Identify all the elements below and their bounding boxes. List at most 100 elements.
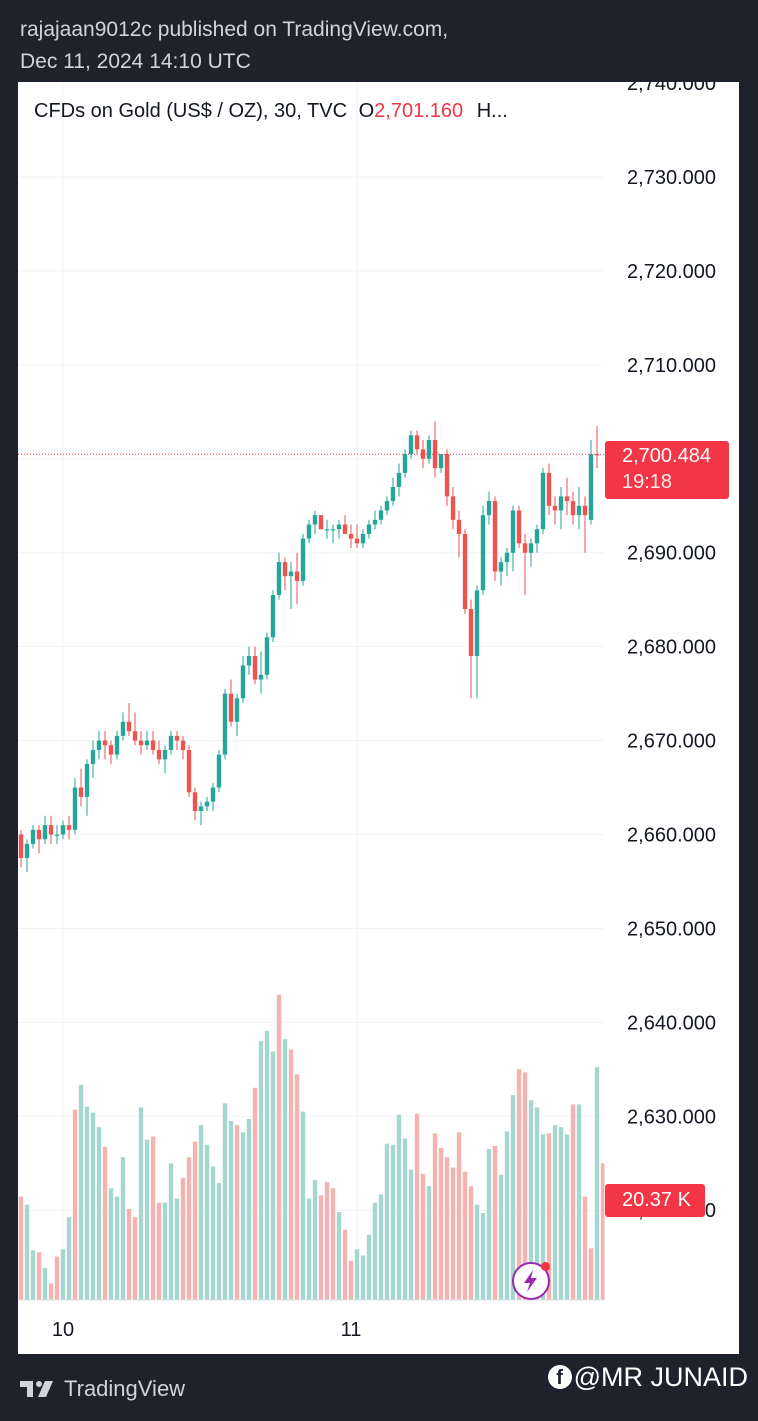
candle-body: [588, 454, 594, 520]
volume-bar: [426, 1186, 432, 1300]
candle-body: [78, 787, 84, 797]
y-tick-label: 2,660.000: [627, 825, 716, 847]
y-tick-label: 2,690.000: [627, 543, 716, 565]
current-price: 2,700.484: [622, 445, 711, 467]
volume-bar: [288, 1049, 294, 1300]
volume-bar: [564, 1134, 570, 1300]
candle-body: [54, 834, 60, 836]
candle-body: [582, 505, 588, 516]
candle-body: [90, 749, 96, 765]
volume-bar: [528, 1100, 534, 1300]
candle-body: [216, 754, 222, 788]
candle-body: [174, 735, 180, 741]
volume-bar: [174, 1198, 180, 1300]
volume-bar: [60, 1249, 66, 1300]
candle-body: [564, 496, 570, 502]
volume-bar: [42, 1267, 48, 1300]
candle-body: [210, 787, 216, 802]
candle-body: [450, 496, 456, 520]
candle-body: [408, 435, 414, 455]
candle-body: [540, 472, 546, 530]
candle-body: [504, 552, 510, 563]
volume-bar: [222, 1103, 228, 1300]
candle-body: [492, 501, 498, 572]
candle-body: [414, 435, 420, 450]
volume-bar: [48, 1283, 54, 1300]
volume-bar: [186, 1157, 192, 1300]
candle-body: [534, 529, 540, 544]
candle-body: [498, 562, 504, 572]
candle-body: [324, 529, 330, 531]
candle-body: [456, 519, 462, 534]
volume-bar: [330, 1188, 336, 1300]
volume-bar: [498, 1174, 504, 1300]
symbol-legend[interactable]: CFDs on Gold (US$ / OZ), 30, TVC O2,701.…: [34, 100, 508, 123]
candle-body: [318, 515, 324, 530]
tradingview-brand[interactable]: TradingView: [20, 1374, 185, 1404]
volume-bar: [294, 1074, 300, 1300]
candle-body: [342, 524, 348, 534]
candle-body: [156, 749, 162, 760]
volume-bar: [264, 1030, 270, 1300]
volume-bar: [54, 1256, 60, 1300]
volume-bar: [84, 1106, 90, 1300]
volume-bar: [66, 1217, 72, 1300]
y-tick-label: 2,730.000: [627, 167, 716, 189]
volume-bar: [576, 1104, 582, 1300]
x-tick-label: 10: [52, 1319, 74, 1341]
candle-body: [258, 674, 264, 680]
volume-bar: [144, 1139, 150, 1300]
volume-bar: [198, 1125, 204, 1300]
volume-bar: [336, 1212, 342, 1300]
candle-body: [72, 787, 78, 830]
brand-name: TradingView: [64, 1376, 186, 1401]
watermark-text: @MR JUNAID: [573, 1361, 748, 1392]
volume-bar: [240, 1132, 246, 1300]
volume-bar: [228, 1120, 234, 1300]
volume-bar: [114, 1196, 120, 1300]
volume-bar: [216, 1183, 222, 1300]
volume-bar: [162, 1202, 168, 1300]
candle-body: [18, 834, 24, 858]
y-tick-label: 2,720.000: [627, 261, 716, 283]
candle-body: [396, 472, 402, 487]
volume-bar: [510, 1095, 516, 1300]
candle-body: [186, 749, 192, 793]
candle-body: [102, 740, 108, 746]
volume-bar: [540, 1134, 546, 1300]
volume-bar: [150, 1136, 156, 1300]
chart-frame[interactable]: 2,740.000 2,730.000 2,720.000 2,710.000 2,70…: [18, 82, 739, 1354]
volume-value: 20.37 K: [622, 1189, 691, 1211]
candle-body: [570, 501, 576, 516]
volume-bar: [120, 1157, 126, 1300]
candle-body: [204, 801, 210, 807]
candle-body: [246, 656, 252, 666]
volume-bar: [486, 1148, 492, 1300]
volume-bar: [306, 1198, 312, 1300]
candle-body: [240, 665, 246, 699]
volume-bar: [366, 1234, 372, 1300]
candle-body: [162, 749, 168, 760]
volume-bar: [324, 1182, 330, 1300]
volume-bar: [24, 1204, 30, 1300]
candle-body: [198, 806, 204, 812]
candle-body: [96, 740, 102, 750]
legend-more: H...: [476, 100, 508, 122]
candle-body: [84, 764, 90, 797]
candlestick-chart[interactable]: 2,740.000 2,730.000 2,720.000 2,710.000 2,70…: [18, 82, 739, 1354]
volume-bar: [168, 1163, 174, 1300]
candle-body: [558, 496, 564, 511]
volume-bar: [210, 1166, 216, 1300]
volume-bar: [522, 1072, 528, 1300]
candle-body: [132, 731, 138, 741]
y-tick-label: 2,630.000: [627, 1106, 716, 1128]
candle-body: [252, 656, 258, 680]
candle-body: [480, 515, 486, 591]
volume-bar: [372, 1202, 378, 1300]
y-tick-label: 2,670.000: [627, 731, 716, 753]
volume-bar: [126, 1208, 132, 1300]
volume-bar: [282, 1039, 288, 1300]
lightning-bolt-icon[interactable]: [512, 1262, 550, 1300]
volume-bar: [192, 1141, 198, 1300]
volume-bar: [348, 1260, 354, 1300]
